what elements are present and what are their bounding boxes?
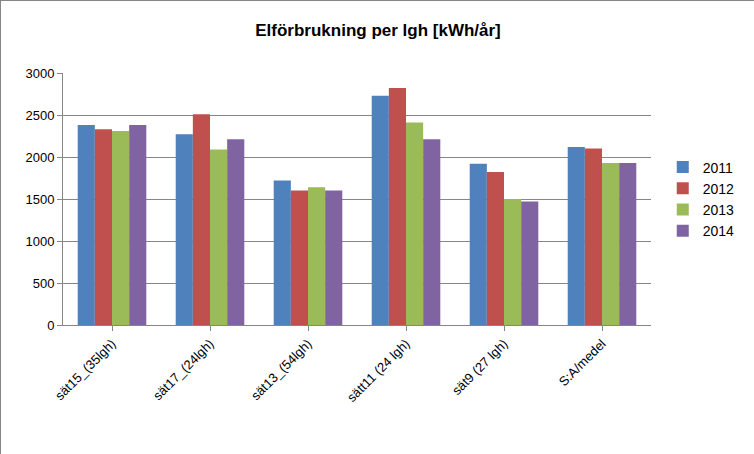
svg-text:3000: 3000 <box>25 66 54 81</box>
svg-text:sät15_(35lgh): sät15_(35lgh) <box>52 336 119 403</box>
svg-text:0: 0 <box>47 318 54 333</box>
svg-text:sätt11 (24 lgh): sätt11 (24 lgh) <box>344 336 413 405</box>
svg-text:2500: 2500 <box>25 108 54 123</box>
svg-text:2014: 2014 <box>703 223 734 239</box>
svg-text:2012: 2012 <box>703 181 734 197</box>
svg-text:2011: 2011 <box>703 160 733 176</box>
svg-text:1000: 1000 <box>25 234 54 249</box>
svg-text:2000: 2000 <box>25 150 54 165</box>
svg-text:sät13_(54lgh): sät13_(54lgh) <box>248 336 315 403</box>
svg-text:S:A/medel: S:A/medel <box>556 336 609 389</box>
svg-text:sät9 (27 lgh): sät9 (27 lgh) <box>449 336 511 398</box>
svg-text:1500: 1500 <box>25 192 54 207</box>
svg-text:sät17_(24lgh): sät17_(24lgh) <box>150 336 217 403</box>
svg-text:2013: 2013 <box>703 202 734 218</box>
svg-text:Elförbrukning per lgh [kWh/år]: Elförbrukning per lgh [kWh/år] <box>255 21 501 40</box>
svg-text:500: 500 <box>33 276 55 291</box>
